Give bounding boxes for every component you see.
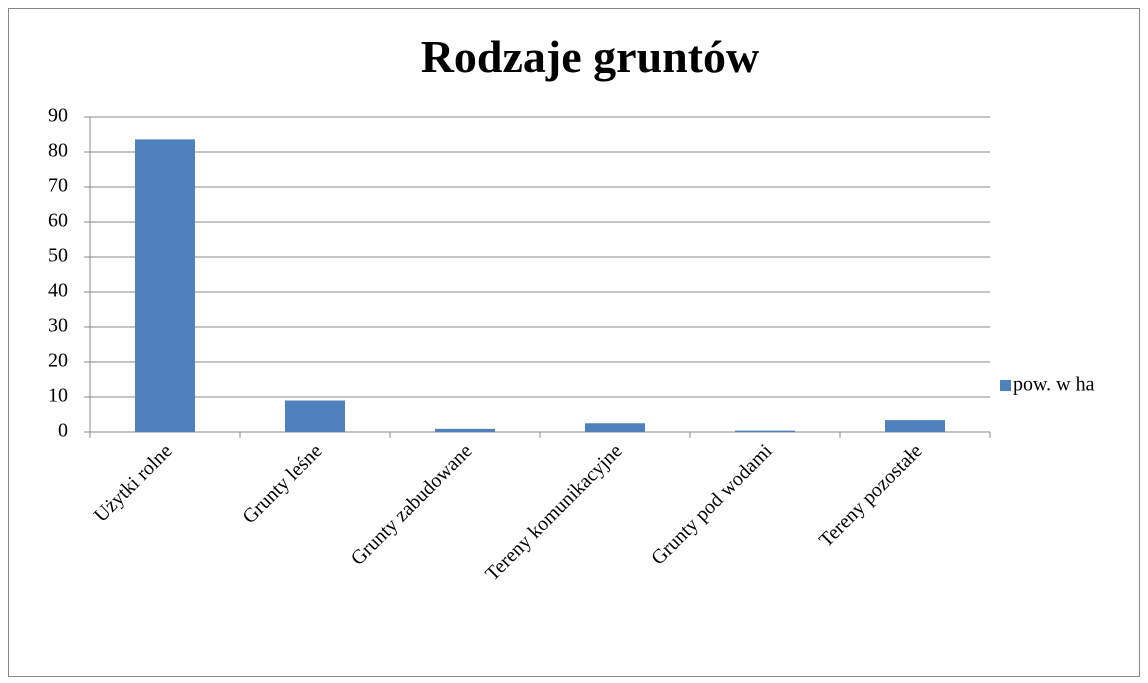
chart-title: Rodzaje gruntów xyxy=(421,31,760,82)
y-tick-label: 40 xyxy=(48,280,68,302)
legend-label: pow. w ha xyxy=(1013,374,1095,396)
bar xyxy=(435,428,495,432)
bar xyxy=(135,139,195,432)
y-tick-label: 80 xyxy=(48,140,68,162)
bar xyxy=(585,423,645,432)
y-tick-label: 60 xyxy=(48,210,68,232)
bar xyxy=(285,400,345,432)
y-tick-label: 0 xyxy=(58,420,68,442)
y-tick-label: 90 xyxy=(48,105,68,127)
y-tick-label: 10 xyxy=(48,385,68,407)
y-tick-label: 30 xyxy=(48,315,68,337)
legend-swatch xyxy=(1000,380,1011,391)
y-tick-label: 70 xyxy=(48,175,68,197)
y-tick-label: 50 xyxy=(48,245,68,267)
chart-frame xyxy=(8,8,1140,677)
y-tick-label: 20 xyxy=(48,350,68,372)
bar xyxy=(735,430,795,432)
bar xyxy=(885,420,945,432)
